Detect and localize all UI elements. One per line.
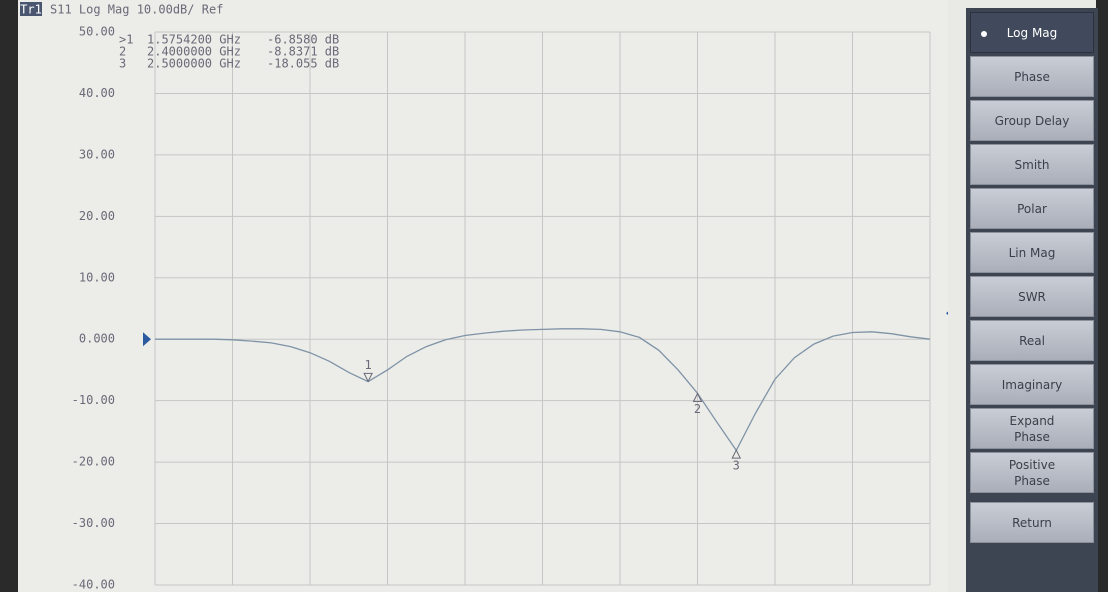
- marker-id: 3: [119, 57, 126, 71]
- y-tick-label: 20.00: [79, 209, 115, 223]
- y-tick-label: 50.00: [79, 25, 115, 39]
- instrument-screen: Tr1 S11 Log Mag 10.00dB/ Ref 50.00 40.00 3…: [18, 0, 1096, 592]
- marker-number: 3: [733, 459, 740, 473]
- y-tick-label: 30.00: [79, 147, 115, 161]
- softkey[interactable]: Return: [970, 502, 1094, 543]
- softkey[interactable]: Log Mag: [970, 12, 1094, 53]
- softkey[interactable]: Phase: [970, 56, 1094, 97]
- softkey[interactable]: Real: [970, 320, 1094, 361]
- marker-number: 1: [365, 358, 372, 372]
- y-tick-label: 40.00: [79, 86, 115, 100]
- softkey[interactable]: SWR: [970, 276, 1094, 317]
- trace-plot: Tr1 S11 Log Mag 10.00dB/ Ref 50.00 40.00 3…: [18, 0, 948, 592]
- y-tick-label: -30.00: [72, 516, 115, 530]
- trace-header: S11 Log Mag 10.00dB/ Ref: [50, 3, 223, 17]
- y-tick-label: 0.000: [79, 332, 115, 346]
- softkey[interactable]: Group Delay: [970, 100, 1094, 141]
- softkey[interactable]: Smith: [970, 144, 1094, 185]
- softkey[interactable]: Lin Mag: [970, 232, 1094, 273]
- plot-background: [18, 0, 948, 592]
- marker-number: 2: [694, 402, 701, 416]
- softkey[interactable]: Imaginary: [970, 364, 1094, 405]
- marker-frequency: 2.5000000 GHz: [147, 57, 241, 71]
- softkey[interactable]: Expand Phase: [970, 408, 1094, 449]
- softkey[interactable]: Polar: [970, 188, 1094, 229]
- y-tick-label: -40.00: [72, 578, 115, 592]
- y-tick-label: 10.00: [79, 270, 115, 284]
- softkey[interactable]: Positive Phase: [970, 452, 1094, 493]
- y-tick-label: -20.00: [72, 455, 115, 469]
- trace-label: Tr1: [20, 3, 42, 17]
- marker-value: -18.055 dB: [267, 57, 339, 71]
- page: {"chart_data": {"type": "line", "trace_l…: [0, 0, 1108, 592]
- y-tick-label: -10.00: [72, 393, 115, 407]
